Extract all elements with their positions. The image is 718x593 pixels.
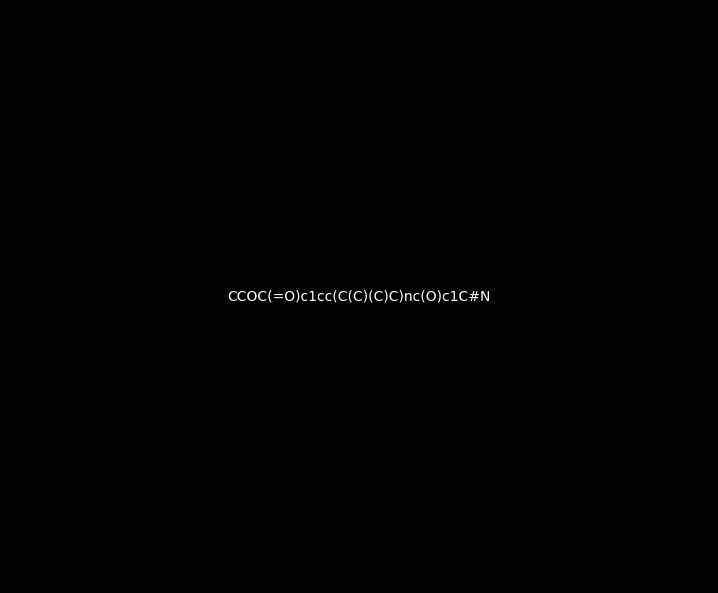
Text: CCOC(=O)c1cc(C(C)(C)C)nc(O)c1C#N: CCOC(=O)c1cc(C(C)(C)C)nc(O)c1C#N (228, 289, 490, 304)
